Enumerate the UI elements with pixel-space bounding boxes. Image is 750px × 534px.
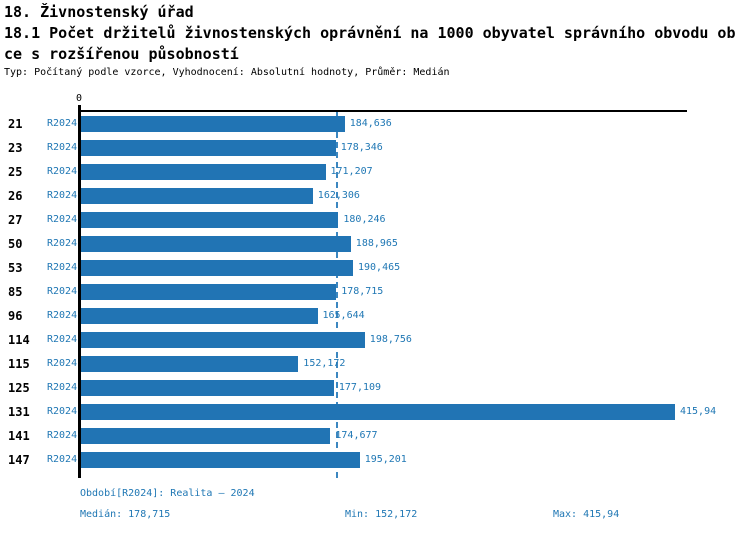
bar[interactable] [81,260,353,276]
x-axis-line [78,110,687,112]
chart-row: 125 R2024 177,109 [0,376,750,400]
bar[interactable] [81,356,299,372]
page-title: 18. Živnostenský úřad [4,3,194,21]
chart-row: 114 R2024 198,756 [0,328,750,352]
bar[interactable] [81,308,318,324]
chart-title-line2: ce s rozšířenou působností [4,45,239,63]
series-label: R2024 [47,406,78,417]
value-label: 178,346 [340,142,383,153]
category-label: 26 [8,189,23,203]
category-label: 147 [8,453,30,467]
bar[interactable] [81,284,337,300]
category-label: 53 [8,261,23,275]
category-label: 125 [8,381,30,395]
value-label: 198,756 [369,334,412,345]
bar[interactable] [81,212,339,228]
chart-row: 147 R2024 195,201 [0,448,750,472]
category-label: 115 [8,357,30,371]
category-label: 85 [8,285,23,299]
value-label: 195,201 [364,454,407,465]
bar[interactable] [81,236,351,252]
chart-title-line1: 18.1 Počet držitelů živnostenských opráv… [4,24,736,42]
bar[interactable] [81,332,365,348]
series-label: R2024 [47,430,78,441]
value-label: 415,94 [680,406,717,417]
category-label: 141 [8,429,30,443]
bar[interactable] [81,116,345,132]
series-label: R2024 [47,118,78,129]
series-label: R2024 [47,382,78,393]
series-label: R2024 [47,310,78,321]
max-stat-label: Max: 415,94 [553,509,620,520]
bar[interactable] [81,452,360,468]
bar[interactable] [81,404,675,420]
category-label: 27 [8,213,23,227]
series-label: R2024 [47,190,78,201]
value-label: 180,246 [343,214,386,225]
value-label: 188,965 [355,238,398,249]
series-label: R2024 [47,454,78,465]
series-label: R2024 [47,358,78,369]
chart-row: 141 R2024 174,677 [0,424,750,448]
series-label: R2024 [47,238,78,249]
series-label: R2024 [47,286,78,297]
chart-row: 115 R2024 152,172 [0,352,750,376]
value-label: 162,306 [317,190,360,201]
chart-row: 23 R2024 178,346 [0,136,750,160]
series-label: R2024 [47,166,78,177]
period-label: Období[R2024]: Realita – 2024 [80,488,255,499]
chart-row: 50 R2024 188,965 [0,232,750,256]
chart-row: 85 R2024 178,715 [0,280,750,304]
category-label: 21 [8,117,23,131]
series-label: R2024 [47,262,78,273]
y-axis-line [78,105,81,478]
category-label: 96 [8,309,23,323]
chart-row: 26 R2024 162,306 [0,184,750,208]
chart-row: 25 R2024 171,207 [0,160,750,184]
bar[interactable] [81,188,313,204]
series-label: R2024 [47,214,78,225]
median-stat-label: Medián: 178,715 [80,509,171,520]
chart-row: 21 R2024 184,636 [0,112,750,136]
category-label: 25 [8,165,23,179]
bar[interactable] [81,164,326,180]
chart-row: 27 R2024 180,246 [0,208,750,232]
value-label: 165,644 [322,310,365,321]
value-label: 190,465 [358,262,401,273]
chart-row: 96 R2024 165,644 [0,304,750,328]
series-label: R2024 [47,334,78,345]
bar[interactable] [81,380,334,396]
category-label: 114 [8,333,30,347]
value-label: 178,715 [341,286,384,297]
value-label: 174,677 [335,430,378,441]
min-stat-label: Min: 152,172 [345,509,418,520]
category-label: 23 [8,141,23,155]
chart-subtitle: Typ: Počítaný podle vzorce, Vyhodnocení:… [4,67,450,78]
bar[interactable] [81,140,336,156]
value-label: 184,636 [349,118,392,129]
series-label: R2024 [47,142,78,153]
category-label: 131 [8,405,30,419]
value-label: 171,207 [330,166,373,177]
chart-row: 53 R2024 190,465 [0,256,750,280]
median-line [336,112,339,478]
chart-row: 131 R2024 415,94 [0,400,750,424]
value-label: 152,172 [303,358,346,369]
category-label: 50 [8,237,23,251]
bar[interactable] [81,428,331,444]
x-axis-zero-tick-label: 0 [75,93,83,104]
value-label: 177,109 [338,382,382,393]
